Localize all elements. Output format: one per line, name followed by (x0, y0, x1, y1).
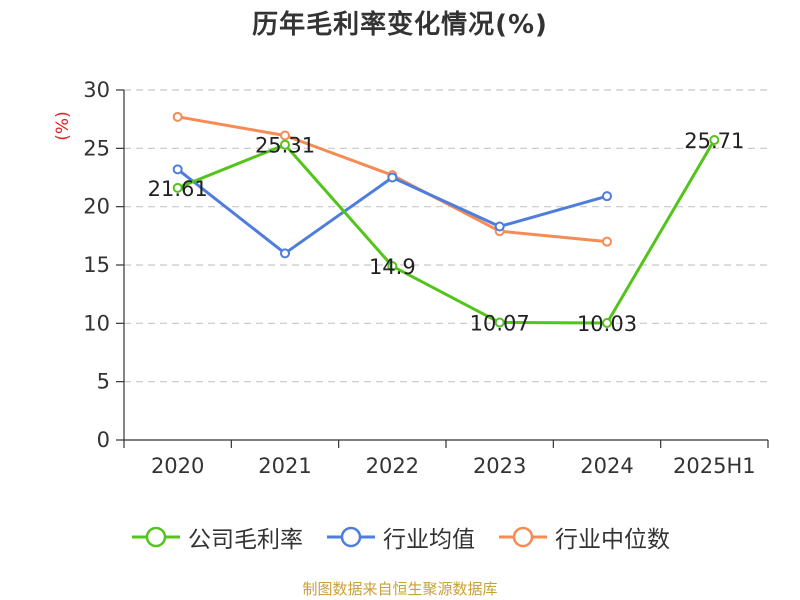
legend: 公司毛利率 行业均值 行业中位数 (0, 519, 800, 555)
y-tick-label-20: 20 (83, 195, 110, 219)
data-label-5: 25.71 (684, 129, 744, 153)
y-tick-label-10: 10 (83, 311, 110, 335)
legend-marker-2 (499, 526, 547, 548)
series-1-point-4 (602, 191, 612, 202)
series-2-point-0 (172, 111, 183, 122)
series-1-point-0 (172, 164, 183, 175)
legend-item-2[interactable]: 行业中位数 (497, 520, 670, 554)
legend-marker-1 (327, 526, 375, 548)
x-tick-label-2021: 2021 (258, 454, 311, 478)
y-tick-label-5: 5 (97, 370, 110, 394)
legend-label-2: 行业中位数 (555, 527, 670, 553)
series-1-point-1 (280, 248, 290, 259)
y-tick-label-0: 0 (97, 428, 110, 452)
series-0-point-5 (709, 135, 720, 146)
source-note: 制图数据来自恒生聚源数据库 (302, 580, 498, 598)
legend-item-1[interactable]: 行业均值 (325, 520, 475, 554)
y-tick-label-15: 15 (83, 253, 110, 277)
series-0-point-0 (172, 182, 183, 193)
x-tick-label-2023: 2023 (473, 454, 526, 478)
series-line-0 (177, 139, 716, 325)
y-axis-label: (%) (53, 111, 73, 140)
series-2-point-4 (602, 236, 612, 247)
legend-label-0: 公司毛利率 (188, 527, 303, 553)
series-2-point-1 (280, 130, 290, 141)
series-1-point-3 (494, 221, 505, 232)
series-lines (172, 111, 720, 328)
x-tick-label-2022: 2022 (366, 454, 419, 478)
data-label-2: 14.9 (369, 255, 416, 279)
gridlines (124, 89, 768, 383)
x-tick-label-2024: 2024 (580, 454, 633, 478)
chart-title: 历年毛利率变化情况(%) (252, 10, 548, 40)
series-0-point-1 (280, 139, 290, 150)
data-labels: 21.61 25.31 14.9 10.07 10.03 25.71 (148, 129, 745, 336)
axes: 0 5 10 15 20 25 30 2020 2021 2022 2023 2024 2025H1 (83, 78, 769, 478)
data-label-0: 21.61 (148, 177, 208, 201)
data-label-1: 25.31 (255, 134, 315, 158)
x-tick-label-2025H1: 2025H1 (673, 454, 756, 478)
series-0-point-4 (602, 317, 612, 328)
series-1-point-2 (387, 172, 398, 183)
data-label-4: 10.03 (577, 312, 637, 336)
x-tick-label-2020: 2020 (151, 454, 204, 478)
series-0-point-2 (387, 261, 398, 272)
legend-marker-0 (132, 526, 180, 548)
legend-item-0[interactable]: 公司毛利率 (130, 520, 303, 554)
legend-label-1: 行业均值 (383, 527, 475, 553)
series-0-point-3 (494, 317, 505, 328)
data-label-3: 10.07 (470, 312, 530, 336)
y-tick-label-25: 25 (83, 136, 110, 160)
y-tick-label-30: 30 (83, 78, 110, 102)
